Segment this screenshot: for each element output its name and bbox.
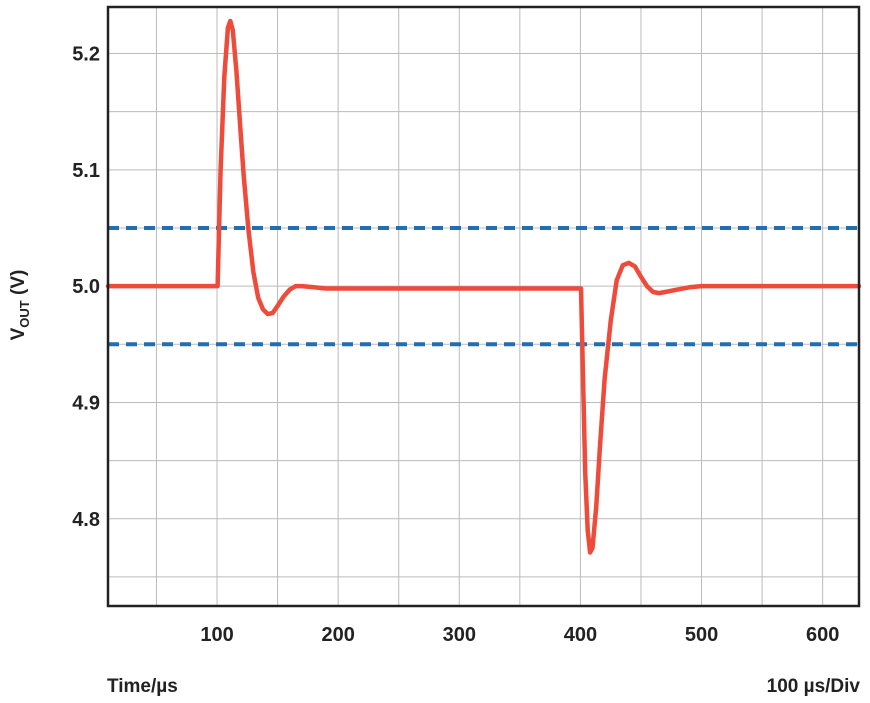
x-tick-label: 300: [443, 624, 476, 646]
y-axis-title-subscript: OUT: [17, 300, 32, 328]
y-tick-label: 5.2: [72, 44, 100, 66]
x-tick-labels: 100 200 300 400 500 600: [200, 624, 839, 646]
y-tick-label: 5.1: [72, 160, 100, 182]
y-tick-labels: 4.8 4.9 5.0 5.1 5.2: [72, 44, 100, 531]
x-tick-label: 600: [806, 624, 839, 646]
y-axis-title: VOUT (V): [8, 270, 32, 341]
y-tick-label: 4.8: [72, 509, 100, 531]
x-tick-label: 400: [564, 624, 597, 646]
x-tick-label: 500: [685, 624, 718, 646]
series-line: [105, 18, 862, 555]
y-tick-label: 5.0: [72, 276, 100, 298]
x-scale-note: 100 µs/Div: [766, 676, 860, 697]
y-axis-title-suffix: (V): [8, 270, 29, 301]
series-group: [105, 18, 862, 555]
grid-lines: [108, 7, 859, 606]
y-tick-label: 4.9: [72, 392, 100, 414]
plot-frame: [106, 5, 861, 608]
x-tick-label: 200: [321, 624, 354, 646]
y-axis-title-base: V: [8, 327, 29, 340]
x-tick-label: 100: [200, 624, 233, 646]
x-axis-title: Time/µs: [107, 676, 178, 697]
